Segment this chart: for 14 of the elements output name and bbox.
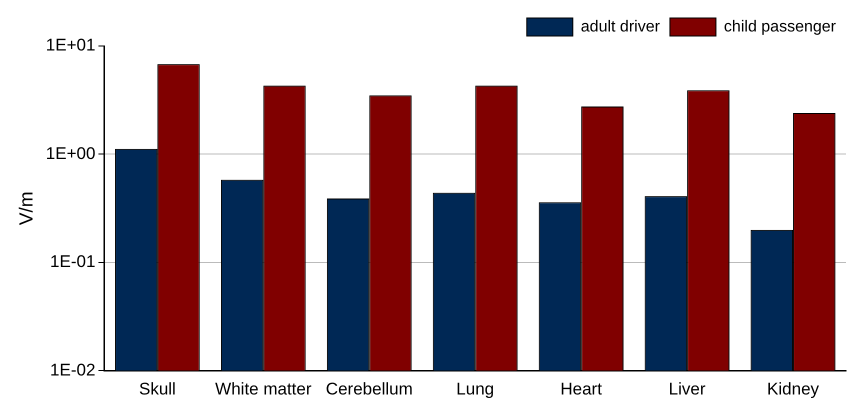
x-tick-label: Lung <box>456 379 494 398</box>
x-tick-label: Cerebellum <box>326 379 413 398</box>
x-tick-label: Liver <box>668 379 706 398</box>
legend-label: child passenger <box>724 18 837 36</box>
x-tick-label: Kidney <box>767 379 820 398</box>
y-tick-label: 1E-02 <box>50 360 96 380</box>
y-axis-title: V/m <box>16 191 38 226</box>
x-tick-label: White matter <box>215 379 312 398</box>
y-tick-label: 1E+01 <box>46 36 96 55</box>
y-tick-label: 1E+00 <box>46 144 96 163</box>
y-tick-label: 1E-01 <box>50 252 96 272</box>
x-tick-label: Skull <box>138 379 176 398</box>
legend-label: adult driver <box>580 18 661 36</box>
x-tick-label: Heart <box>560 379 602 398</box>
